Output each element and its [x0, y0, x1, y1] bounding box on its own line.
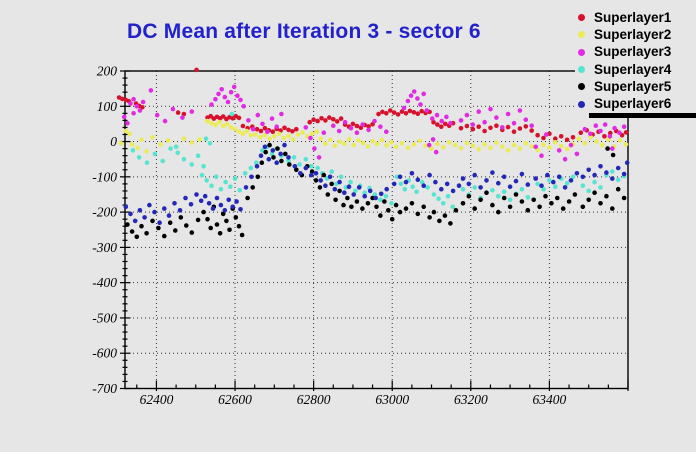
page-title: DC Mean after Iteration 3 - sector 6	[127, 20, 481, 43]
svg-text:-600: -600	[92, 346, 117, 361]
legend-label: Superlayer6	[594, 96, 672, 112]
svg-text:62800: 62800	[297, 392, 331, 407]
svg-text:-300: -300	[92, 240, 117, 255]
legend-label: Superlayer4	[594, 61, 672, 77]
legend-label: Superlayer2	[594, 27, 672, 43]
svg-text:100: 100	[97, 99, 118, 114]
legend-label: Superlayer3	[594, 44, 672, 60]
superlayer4-marker-icon	[578, 66, 585, 74]
legend-item-superlayer5: Superlayer5	[575, 78, 696, 95]
legend-item-superlayer4: Superlayer4	[575, 61, 696, 78]
superlayer6-marker-icon	[578, 100, 585, 108]
superlayer3-marker-icon	[578, 48, 585, 56]
svg-text:-500: -500	[92, 310, 117, 325]
legend-label: Superlayer5	[594, 79, 672, 95]
superlayer5-marker-icon	[578, 83, 585, 91]
superlayer2-marker-icon	[578, 31, 585, 39]
svg-text:63000: 63000	[375, 392, 409, 407]
svg-text:63400: 63400	[533, 392, 567, 407]
legend-shadow-bar	[589, 113, 696, 118]
legend-item-superlayer1: Superlayer1	[575, 9, 696, 26]
svg-text:62400: 62400	[140, 392, 174, 407]
legend-item-superlayer3: Superlayer3	[575, 44, 696, 61]
svg-text:200: 200	[97, 64, 118, 79]
legend-item-superlayer2: Superlayer2	[575, 26, 696, 43]
svg-text:62600: 62600	[218, 392, 252, 407]
legend: Superlayer1 Superlayer2 Superlayer3 Supe…	[575, 9, 696, 113]
legend-label: Superlayer1	[594, 9, 672, 25]
superlayer1-marker-icon	[578, 14, 585, 22]
svg-text:0: 0	[110, 134, 117, 149]
svg-text:-200: -200	[92, 205, 117, 220]
svg-text:-400: -400	[92, 275, 117, 290]
legend-item-superlayer6: Superlayer6	[575, 95, 696, 112]
svg-text:-700: -700	[92, 381, 117, 396]
svg-text:63200: 63200	[454, 392, 488, 407]
svg-text:-100: -100	[92, 169, 117, 184]
